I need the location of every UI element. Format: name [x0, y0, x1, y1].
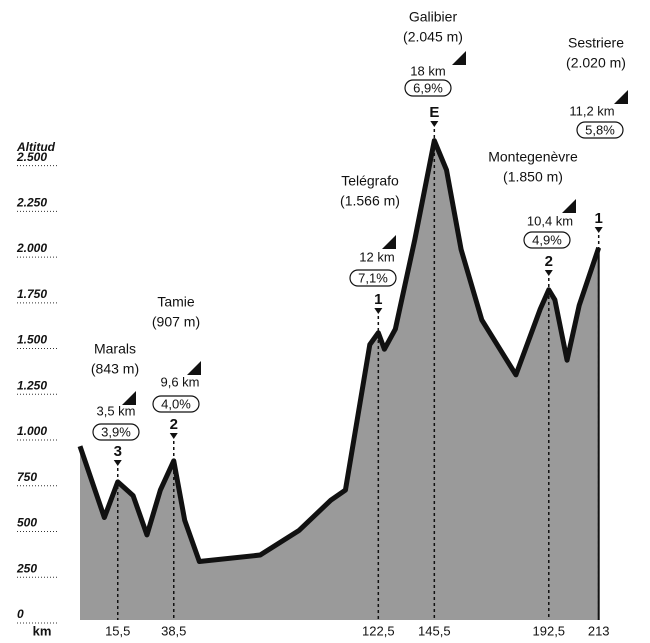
climb-gradient: 5,8%: [585, 122, 615, 137]
y-tick-label: 2.250: [16, 196, 47, 210]
climb-name: Tamie: [157, 294, 195, 310]
climb-triangle: [122, 391, 136, 405]
x-tick-label: 15,5: [105, 623, 130, 638]
climb-gradient: 4,0%: [161, 396, 191, 411]
climb-gradient: 7,1%: [358, 270, 388, 285]
y-tick-label: 1.250: [17, 378, 47, 392]
climb-name: Galibier: [409, 9, 458, 25]
climb-altitude: (907 m): [152, 314, 200, 330]
climb-altitude: (1.850 m): [503, 169, 563, 185]
climb-category: 2: [170, 416, 178, 433]
climb-category: E: [429, 104, 439, 121]
x-tick-label: 122,5: [362, 623, 395, 638]
climb-altitude: (2.020 m): [566, 55, 626, 71]
climb-length: 3,5 km: [96, 403, 135, 418]
gradient-oval: [404, 79, 452, 97]
climb-name: Marals: [94, 341, 136, 357]
y-tick-label: 1.000: [17, 424, 47, 438]
climb-name: Montegenèvre: [488, 149, 578, 165]
x-tick-label: 192,5: [533, 623, 566, 638]
climb-triangle: [382, 235, 396, 249]
climb-gradient: 6,9%: [413, 80, 443, 95]
gradient-oval: [523, 231, 571, 249]
category-arrow: [430, 121, 439, 127]
climb-triangle: [187, 361, 201, 375]
gradient-oval: [576, 121, 624, 139]
x-tick-label: 145,5: [418, 623, 451, 638]
category-arrow: [594, 227, 603, 233]
category-arrow: [374, 308, 383, 314]
area-fill: [80, 140, 599, 621]
climb-name: Sestriere: [568, 35, 624, 51]
climb-category: 1: [374, 291, 382, 308]
climb-length: 18 km: [410, 63, 445, 78]
climb-triangle: [452, 51, 466, 65]
y-tick-label: 250: [16, 561, 37, 575]
climb-gradient: 4,9%: [532, 232, 562, 247]
gradient-oval: [152, 395, 200, 413]
climb-length: 12 km: [359, 249, 394, 264]
climb-length: 10,4 km: [527, 213, 573, 228]
climb-altitude: (843 m): [91, 361, 139, 377]
y-tick-label: 500: [17, 516, 37, 530]
climb-altitude: (1.566 m): [340, 193, 400, 209]
category-arrow: [113, 460, 122, 466]
climb-triangle: [614, 90, 628, 104]
climb-gradient: 3,9%: [101, 424, 131, 439]
gradient-oval: [349, 269, 397, 287]
y-axis-label: Altitud: [16, 140, 56, 154]
profile-line: [77, 138, 602, 564]
category-arrow: [169, 433, 178, 439]
gradient-oval: [92, 423, 140, 441]
climb-category: 1: [595, 210, 603, 227]
category-arrow: [544, 270, 553, 276]
climb-length: 11,2 km: [569, 103, 614, 118]
y-tick-label: 1.500: [17, 333, 47, 347]
y-tick-label: 2.500: [16, 150, 47, 164]
climb-altitude: (2.045 m): [403, 29, 463, 45]
y-tick-label: 2.000: [16, 241, 47, 255]
climb-name: Telégrafo: [341, 173, 399, 189]
y-tick-label: 750: [17, 470, 37, 484]
y-tick-label: 1.750: [17, 287, 47, 301]
x-tick-label: 213: [588, 623, 610, 638]
climb-length: 9,6 km: [160, 374, 199, 389]
x-axis-label: km: [33, 623, 52, 638]
x-tick-label: 38,5: [161, 623, 186, 638]
y-tick-label: 0: [17, 607, 24, 621]
climb-category: 3: [114, 443, 122, 460]
climb-category: 2: [545, 253, 553, 270]
climb-triangle: [562, 199, 576, 213]
